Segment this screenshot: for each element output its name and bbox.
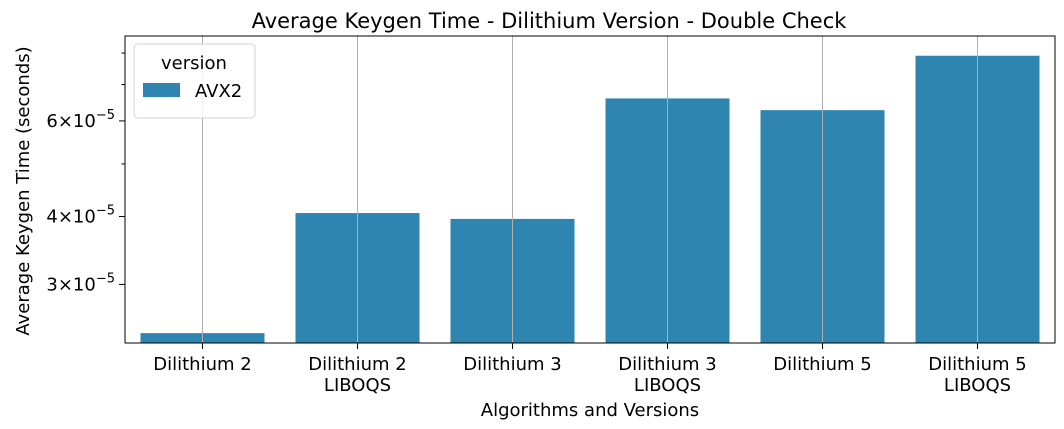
x-tick-label: LIBOQS: [324, 375, 391, 396]
y-tick-label: 3×10−5: [46, 271, 115, 295]
axes-frame: [124, 35, 1056, 344]
x-tick-label: Dilithium 2: [153, 354, 251, 375]
y-tick-base: 10: [73, 274, 96, 295]
x-tick-label: LIBOQS: [944, 375, 1011, 396]
chart-title: Average Keygen Time - Dilithium Version …: [252, 9, 848, 33]
x-tick-label: Dilithium 5: [928, 354, 1026, 375]
y-tick-mantissa: 6: [46, 111, 57, 132]
y-axis-label: Average Keygen Time (seconds): [13, 46, 34, 335]
y-tick-label: 4×10−5: [46, 204, 115, 228]
legend-title: version: [161, 53, 227, 74]
y-tick-label: 6×10−5: [46, 108, 115, 132]
x-tick-label: Dilithium 5: [773, 354, 871, 375]
x-tick-label: Dilithium 3: [618, 354, 716, 375]
legend-box: [133, 43, 256, 119]
x-tick-label: Dilithium 3: [463, 354, 561, 375]
y-tick-times: ×: [58, 207, 73, 228]
x-tick-label: LIBOQS: [634, 375, 701, 396]
y-tick-exp: −5: [96, 108, 115, 123]
legend: version AVX2: [133, 43, 256, 119]
x-tick-label: Dilithium 2: [308, 354, 406, 375]
y-tick-times: ×: [58, 274, 73, 295]
y-tick-mantissa: 4: [46, 207, 57, 228]
legend-series-label: AVX2: [195, 81, 242, 102]
y-tick-times: ×: [58, 111, 73, 132]
y-tick-base: 10: [73, 207, 96, 228]
x-axis-label: Algorithms and Versions: [481, 400, 699, 421]
y-tick-exp: −5: [96, 271, 115, 286]
y-tick-mantissa: 3: [46, 274, 57, 295]
legend-swatch: [143, 83, 180, 97]
y-tick-exp: −5: [96, 204, 115, 219]
y-tick-base: 10: [73, 111, 96, 132]
